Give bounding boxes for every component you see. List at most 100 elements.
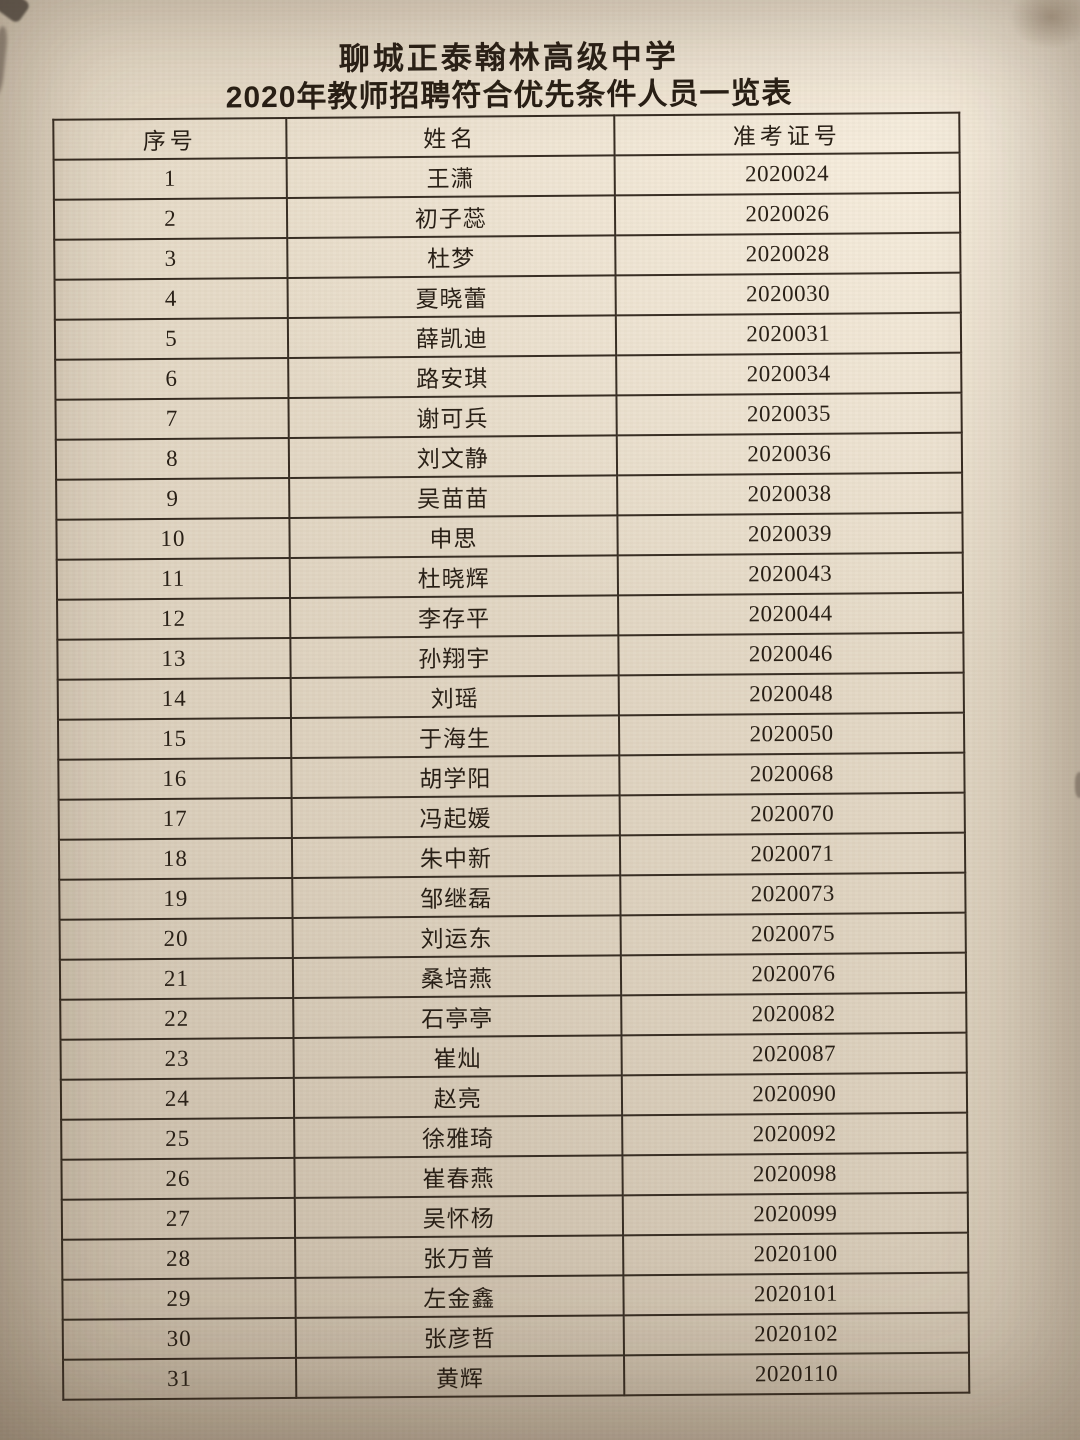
cell-name: 崔春燕 [294,1155,623,1198]
cell-name: 谢可兵 [288,395,617,438]
cell-number: 2020050 [618,712,965,756]
cell-number: 2020031 [615,312,962,356]
cell-no: 4 [54,277,288,320]
header-name: 姓名 [286,115,615,158]
table-row: 15 于海生 2020050 [57,712,965,760]
cell-name: 于海生 [290,715,620,758]
cell-name: 初子蕊 [286,195,615,238]
cell-number: 2020026 [614,192,961,236]
header-no: 序号 [53,117,287,160]
cell-no: 16 [58,757,292,800]
cell-no: 20 [59,917,293,960]
cell-number: 2020100 [622,1232,969,1276]
cell-number: 2020039 [617,512,963,556]
cell-name: 路安琪 [287,355,617,398]
table-row: 1 王潇 2020024 [53,152,960,200]
table-row: 30 张彦哲 2020102 [62,1312,969,1360]
cell-name: 崔灿 [293,1035,622,1078]
cell-no: 23 [60,1037,294,1080]
cell-no: 31 [63,1357,297,1400]
cell-no: 30 [62,1317,296,1360]
cell-no: 15 [57,717,292,760]
cell-no: 14 [57,677,291,720]
cell-name: 赵亮 [293,1075,622,1118]
cell-no: 12 [57,597,291,640]
cell-no: 1 [53,157,287,200]
cell-number: 2020068 [619,752,965,796]
cell-no: 27 [61,1197,295,1240]
table-row: 22 石亭亭 2020082 [60,992,967,1040]
cell-number: 2020046 [618,632,964,676]
table-row: 21 桑培燕 2020076 [59,952,967,1000]
cell-number: 2020102 [623,1312,969,1356]
photo-edge-speck-right [1075,772,1080,798]
cell-number: 2020034 [615,352,962,396]
cell-number: 2020035 [616,392,962,436]
cell-name: 左金鑫 [295,1275,624,1318]
cell-no: 17 [58,797,292,840]
cell-number: 2020044 [617,592,964,636]
cell-number: 2020043 [617,552,964,596]
page-title: 聊城正泰翰林高级中学 [338,38,679,77]
cell-name: 张彦哲 [295,1315,624,1358]
cell-number: 2020092 [621,1112,968,1156]
cell-number: 2020101 [623,1272,969,1316]
cell-no: 22 [60,997,294,1040]
cell-number: 2020038 [616,472,963,516]
table-row: 24 赵亮 2020090 [60,1072,968,1120]
cell-name: 薛凯迪 [287,315,616,358]
cell-number: 2020024 [614,152,960,196]
cell-name: 石亭亭 [293,995,622,1038]
table-row: 16 胡学阳 2020068 [58,752,965,800]
cell-no: 24 [60,1077,294,1120]
cell-name: 桑培燕 [292,955,621,998]
title-block: 聊城正泰翰林高级中学 2020年教师招聘符合优先条件人员一览表 [0,36,1023,118]
header-row: 序号 姓名 准考证号 [53,112,960,160]
cell-no: 9 [56,477,290,520]
table-row: 26 崔春燕 2020098 [61,1152,968,1200]
roster-table: 序号 姓名 准考证号 1 王潇 2020024 2 初子蕊 2020026 3 杜梦 20200… [52,112,970,1401]
table-row: 19 邹继磊 2020073 [59,872,966,920]
header-number: 准考证号 [614,112,960,156]
cell-name: 申思 [289,515,618,558]
table-row: 4 夏晓蕾 2020030 [54,272,961,320]
cell-number: 2020036 [616,432,963,476]
cell-number: 2020075 [620,912,966,956]
cell-name: 刘文静 [288,435,617,478]
table-row: 10 申思 2020039 [56,512,963,560]
table-row: 29 左金鑫 2020101 [62,1272,969,1320]
cell-number: 2020082 [620,992,967,1036]
cell-number: 2020087 [621,1032,967,1076]
table-row: 11 杜晓辉 2020043 [56,552,964,600]
cell-number: 2020110 [623,1352,970,1396]
cell-number: 2020070 [619,792,965,836]
cell-no: 7 [55,397,289,440]
cell-name: 吴怀杨 [294,1195,623,1238]
table-row: 17 冯起媛 2020070 [58,792,965,840]
cell-number: 2020030 [615,272,961,316]
cell-no: 28 [62,1237,296,1280]
cell-name: 朱中新 [291,835,621,878]
cell-number: 2020099 [622,1192,969,1236]
cell-name: 夏晓蕾 [287,275,616,318]
cell-no: 29 [62,1277,296,1320]
cell-number: 2020028 [614,232,961,276]
cell-number: 2020098 [622,1152,968,1196]
cell-no: 6 [55,357,289,400]
cell-no: 8 [55,437,289,480]
photo-corner-shadow-top-right [996,0,1080,60]
table-row: 7 谢可兵 2020035 [55,392,962,440]
cell-name: 张万普 [294,1235,624,1278]
cell-name: 刘运东 [292,915,621,958]
cell-no: 10 [56,517,290,560]
cell-number: 2020071 [619,832,966,876]
table-row: 3 杜梦 2020028 [54,232,961,280]
cell-name: 冯起媛 [291,795,620,838]
cell-name: 黄辉 [295,1355,625,1398]
cell-no: 2 [53,197,288,240]
cell-number: 2020090 [621,1072,968,1116]
table-row: 9 吴苗苗 2020038 [56,472,963,520]
cell-no: 18 [58,837,293,880]
table-row: 25 徐雅琦 2020092 [61,1112,968,1160]
